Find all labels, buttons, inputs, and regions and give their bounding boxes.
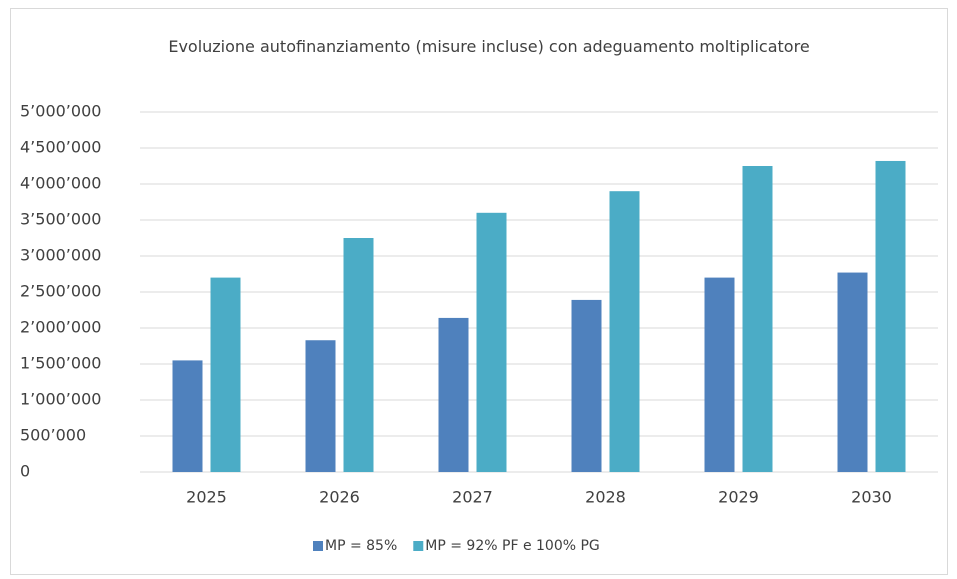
x-tick-label: 2029: [718, 488, 759, 507]
bar: [476, 212, 507, 473]
y-tick-label: 2’500’000: [20, 282, 101, 301]
bar: [343, 238, 374, 472]
bar: [210, 277, 241, 472]
bar: [172, 360, 203, 472]
y-tick-label: 1’500’000: [20, 354, 101, 373]
bar: [875, 160, 906, 472]
bar: [438, 317, 469, 472]
x-tick-label: 2027: [452, 488, 493, 507]
y-tick-label: 2’000’000: [20, 318, 101, 337]
bar: [742, 166, 773, 472]
y-tick-label: 4’500’000: [20, 138, 101, 157]
y-tick-label: 1’000’000: [20, 390, 101, 409]
y-tick-label: 5’000’000: [20, 102, 101, 121]
legend-swatch: [413, 541, 424, 551]
legend-swatch: [313, 541, 323, 551]
legend-label: MP = 85%: [325, 538, 397, 554]
y-tick-label: 0: [20, 462, 30, 481]
chart-title: Evoluzione autofinanziamento (misure inc…: [168, 37, 810, 56]
legend-label: MP = 92% PF e 100% PG: [425, 538, 600, 554]
y-tick-label: 3’500’000: [20, 210, 101, 229]
x-tick-label: 2025: [186, 488, 227, 507]
y-tick-label: 3’000’000: [20, 246, 101, 265]
y-tick-label: 500’000: [20, 426, 86, 445]
bar: [837, 272, 868, 472]
x-tick-label: 2026: [319, 488, 360, 507]
chart-frame: [10, 8, 948, 575]
x-tick-label: 2030: [851, 488, 892, 507]
bar: [609, 191, 640, 472]
x-tick-label: 2028: [585, 488, 626, 507]
y-tick-label: 4’000’000: [20, 174, 101, 193]
bar: [704, 277, 735, 472]
bar: [305, 340, 336, 472]
bar: [571, 299, 602, 472]
